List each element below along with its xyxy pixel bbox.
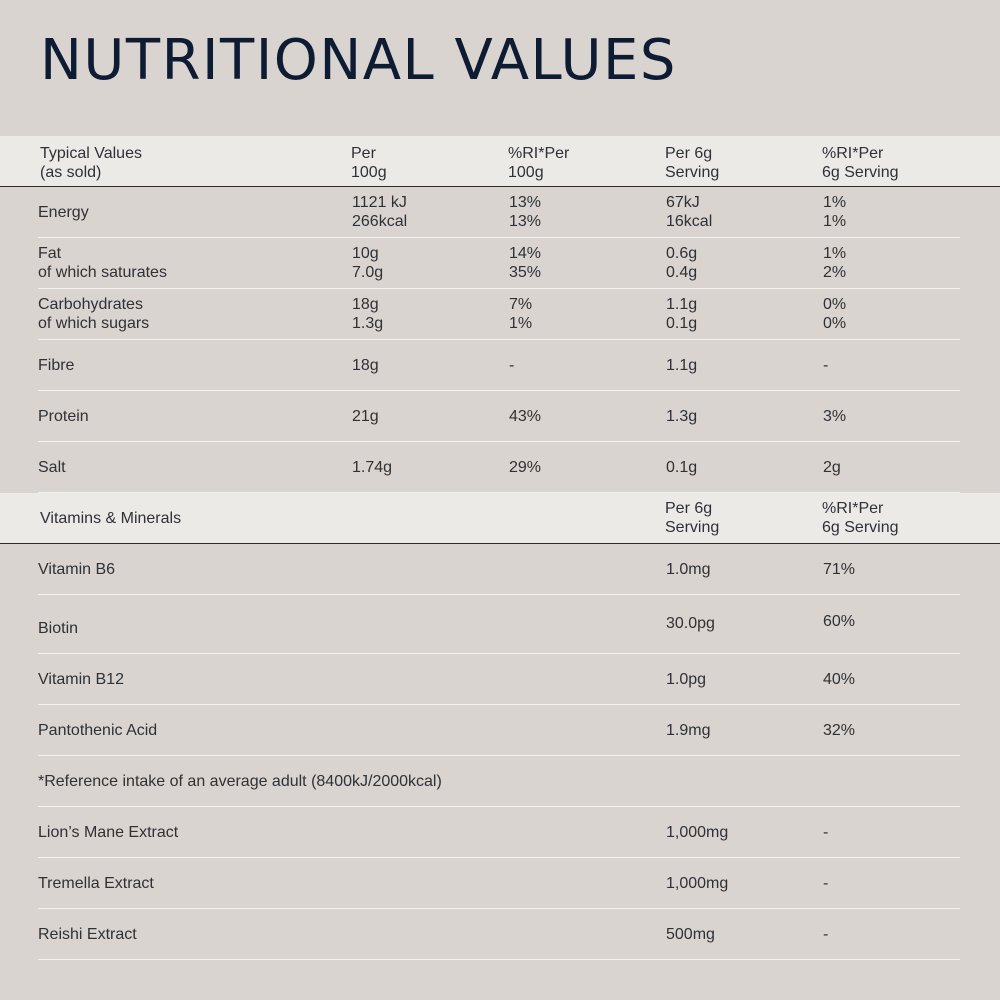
header-vitamins-per-serving: Per 6g Serving (665, 500, 720, 536)
nutrient-name: Fat of which saturates (38, 245, 167, 281)
header-ri-per-serving: %RI*Per 6g Serving (822, 145, 899, 181)
vitamins-header: Vitamins & Minerals Per 6g Serving %RI*P… (0, 493, 1000, 544)
nutrient-ri-per-100g: - (509, 357, 515, 374)
extract-row: Tremella Extract 1,000mg - (38, 858, 960, 909)
header-ri-per-100g: %RI*Per 100g (508, 145, 570, 181)
vitamin-ri-per-serving: 60% (823, 613, 856, 630)
extract-ri-per-serving: - (823, 875, 829, 892)
nutrient-row: Salt 1.74g 29% 0.1g 2g (38, 442, 960, 493)
nutrient-ri-per-100g: 14% 35% (509, 245, 542, 281)
nutrient-name: Energy (38, 204, 89, 221)
nutrient-name: Salt (38, 459, 66, 476)
nutrient-ri-per-serving: 3% (823, 408, 847, 425)
nutrient-ri-per-serving: 1% 2% (823, 245, 847, 281)
header-vitamins-minerals: Vitamins & Minerals (40, 510, 182, 527)
nutrient-per-100g: 10g 7.0g (352, 245, 384, 281)
extract-ri-per-serving: - (823, 926, 829, 943)
footnote: *Reference intake of an average adult (8… (38, 773, 442, 790)
nutrient-row: Fat of which saturates 10g 7.0g 14% 35% 0.6g 0.… (38, 238, 960, 289)
nutrient-per-serving: 0.6g 0.4g (666, 245, 698, 281)
vitamin-row: Vitamin B12 1.0pg 40% (38, 654, 960, 705)
nutrient-per-serving: 1.1g 0.1g (666, 296, 698, 332)
extract-name: Reishi Extract (38, 926, 137, 943)
vitamin-name: Biotin (38, 620, 79, 637)
vitamin-name: Vitamin B6 (38, 561, 116, 578)
header-vitamins-ri-per-serving: %RI*Per 6g Serving (822, 500, 899, 536)
page-title: NUTRITIONAL VALUES (40, 28, 677, 93)
vitamin-row: Vitamin B6 1.0mg 71% (38, 544, 960, 595)
vitamin-row: Pantothenic Acid 1.9mg 32% (38, 705, 960, 756)
header-per-100g: Per 100g (351, 145, 387, 181)
nutrient-ri-per-100g: 7% 1% (509, 296, 533, 332)
nutrient-row: Energy 1121 kJ 266kcal 13% 13% 67kJ 16kcal 1% 1% (38, 187, 960, 238)
nutrient-ri-per-100g: 13% 13% (509, 194, 542, 230)
footnote-row: *Reference intake of an average adult (8… (38, 756, 960, 807)
extract-row: Reishi Extract 500mg - (38, 909, 960, 960)
vitamin-per-serving: 1.0pg (666, 671, 707, 688)
nutrient-per-serving: 1.1g (666, 357, 698, 374)
extract-name: Tremella Extract (38, 875, 154, 892)
nutrient-per-100g: 18g (352, 357, 379, 374)
nutrient-per-serving: 1.3g (666, 408, 698, 425)
vitamin-per-serving: 1.9mg (666, 722, 711, 739)
nutrient-ri-per-serving: 2g (823, 459, 841, 476)
vitamin-ri-per-serving: 71% (823, 561, 856, 578)
nutrient-per-100g: 21g (352, 408, 379, 425)
nutrient-per-100g: 1.74g (352, 459, 393, 476)
nutrient-ri-per-serving: - (823, 357, 829, 374)
vitamin-ri-per-serving: 40% (823, 671, 856, 688)
nutrient-per-100g: 18g 1.3g (352, 296, 384, 332)
nutrient-ri-per-100g: 43% (509, 408, 542, 425)
vitamin-per-serving: 30.0pg (666, 615, 715, 632)
vitamin-ri-per-serving: 32% (823, 722, 856, 739)
vitamin-name: Pantothenic Acid (38, 722, 158, 739)
nutrient-ri-per-100g: 29% (509, 459, 542, 476)
nutrient-ri-per-serving: 0% 0% (823, 296, 847, 332)
nutrient-per-serving: 0.1g (666, 459, 698, 476)
nutrient-ri-per-serving: 1% 1% (823, 194, 847, 230)
vitamin-name: Vitamin B12 (38, 671, 124, 688)
nutrient-row: Carbohydrates of which sugars 18g 1.3g 7% 1% 1… (38, 289, 960, 340)
header-per-serving: Per 6g Serving (665, 145, 720, 181)
extract-ri-per-serving: - (823, 824, 829, 841)
extract-per-serving: 1,000mg (666, 824, 729, 841)
nutrients-header: Typical Values (as sold) Per 100g %RI*Pe… (0, 136, 1000, 187)
nutrient-per-serving: 67kJ 16kcal (666, 194, 713, 230)
nutrient-name: Carbohydrates of which sugars (38, 296, 150, 332)
nutrient-row: Fibre 18g - 1.1g - (38, 340, 960, 391)
extract-per-serving: 1,000mg (666, 875, 729, 892)
extract-per-serving: 500mg (666, 926, 715, 943)
vitamin-row: Biotin 30.0pg 60% (38, 595, 960, 654)
nutrient-name: Protein (38, 408, 89, 425)
extract-name: Lion’s Mane Extract (38, 824, 179, 841)
extract-row: Lion’s Mane Extract 1,000mg - (38, 807, 960, 858)
nutrient-row: Protein 21g 43% 1.3g 3% (38, 391, 960, 442)
vitamin-per-serving: 1.0mg (666, 561, 711, 578)
nutrient-per-100g: 1121 kJ 266kcal (352, 194, 408, 230)
nutrient-name: Fibre (38, 357, 75, 374)
header-typical-values: Typical Values (as sold) (40, 145, 142, 181)
